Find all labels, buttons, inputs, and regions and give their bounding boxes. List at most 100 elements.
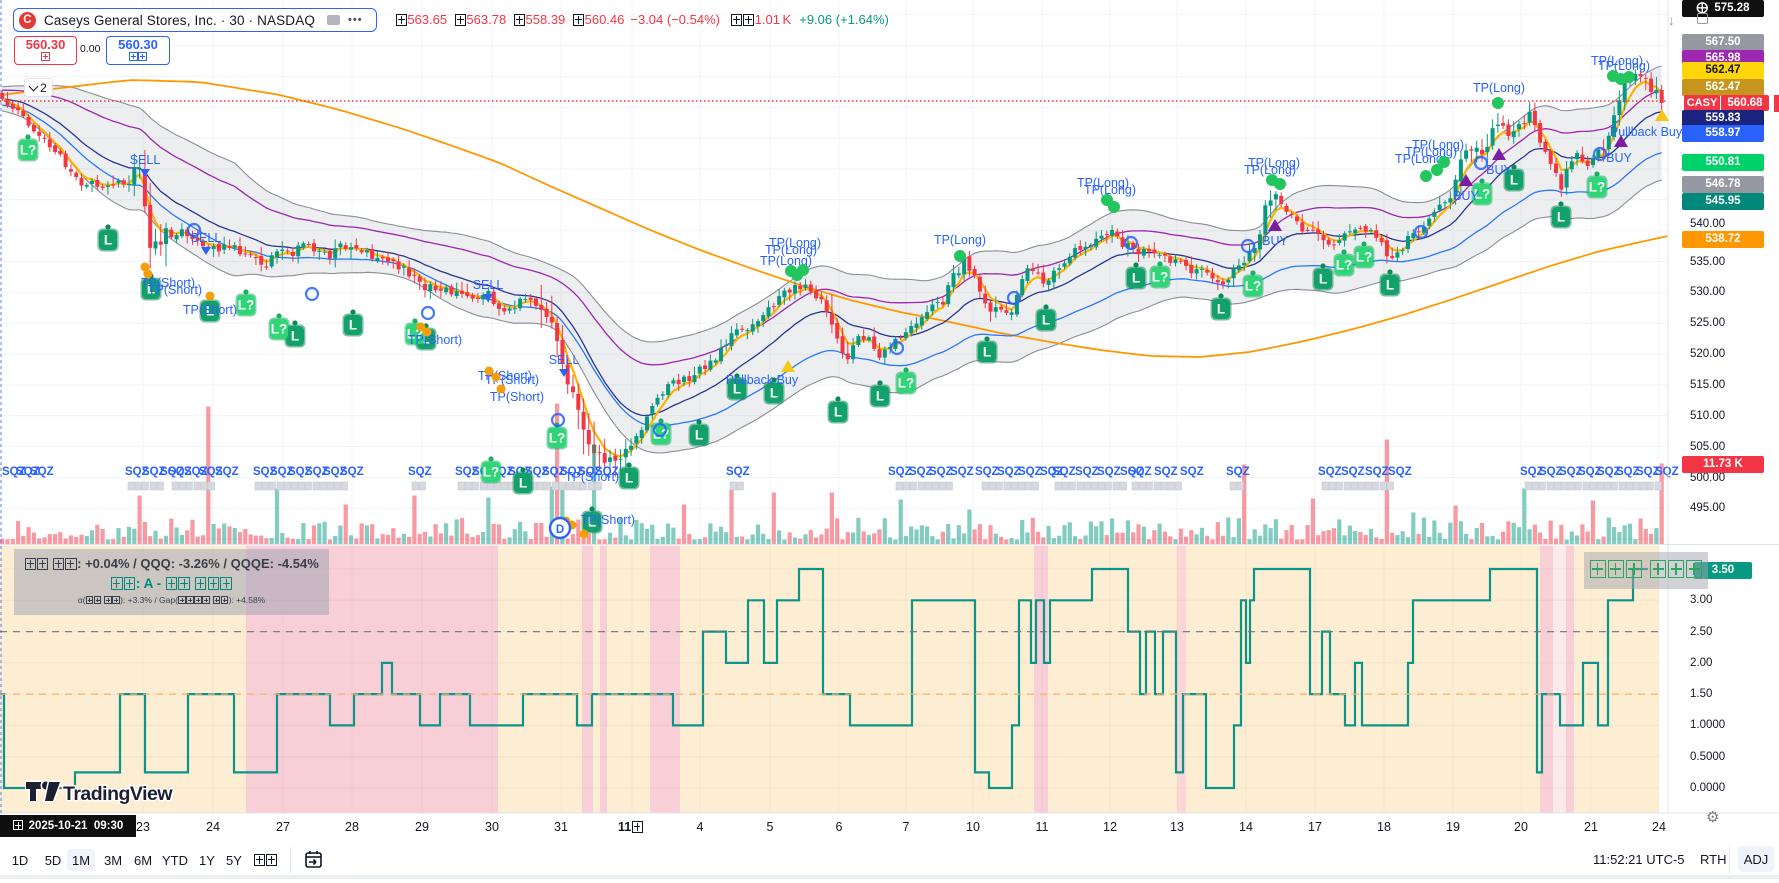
svg-text:SQZ: SQZ (1097, 466, 1121, 478)
svg-text:SQZ: SQZ (305, 466, 329, 478)
svg-text:SELL: SELL (473, 278, 504, 292)
svg-text:L?: L? (20, 143, 37, 158)
svg-text:SQZ: SQZ (997, 466, 1021, 478)
svg-text:SQZ: SQZ (215, 466, 239, 478)
svg-text:L?: L? (898, 376, 915, 391)
svg-text:D: D (556, 524, 564, 536)
svg-text:SQZ: SQZ (288, 466, 312, 478)
svg-text:L: L (1319, 272, 1327, 287)
svg-text:SQZ: SQZ (975, 466, 999, 478)
svg-text:L: L (349, 318, 357, 333)
svg-text:L?: L? (1474, 187, 1491, 202)
svg-text:L?: L? (1152, 270, 1169, 285)
svg-text:L: L (770, 386, 778, 401)
svg-text:SQZ: SQZ (929, 466, 953, 478)
svg-text:SQZ: SQZ (2, 466, 26, 478)
svg-text:SQZ: SQZ (1655, 466, 1679, 478)
svg-text:L: L (733, 382, 741, 397)
svg-text:L?: L? (1356, 250, 1373, 265)
svg-text:TP(Long): TP(Long) (1395, 152, 1447, 166)
svg-text:TP(Long): TP(Long) (1248, 156, 1300, 170)
svg-text:SQZ: SQZ (1341, 466, 1365, 478)
svg-text:SQZ: SQZ (1559, 466, 1583, 478)
svg-text:L: L (983, 345, 991, 360)
svg-text:SQZ: SQZ (1120, 466, 1144, 478)
svg-text:SQZ: SQZ (578, 466, 602, 478)
svg-text:L?: L? (271, 322, 288, 337)
svg-text:SQZ: SQZ (270, 466, 294, 478)
svg-text:TP(Long): TP(Long) (1084, 183, 1136, 197)
svg-text:TP(Long): TP(Long) (1244, 163, 1296, 177)
svg-text:SQZ: SQZ (888, 466, 912, 478)
svg-text:SQZ: SQZ (1052, 466, 1076, 478)
svg-text:BUY: BUY (1486, 163, 1512, 177)
svg-text:SQZ: SQZ (30, 466, 54, 478)
svg-text:SQZ: SQZ (1018, 466, 1042, 478)
svg-text:SQZ: SQZ (1154, 466, 1178, 478)
svg-text:TP(Short): TP(Short) (183, 303, 237, 317)
svg-text:SQZ: SQZ (542, 466, 566, 478)
svg-text:SQZ: SQZ (142, 466, 166, 478)
svg-text:TP(Short): TP(Short) (141, 276, 195, 290)
svg-text:SQZ: SQZ (909, 466, 933, 478)
svg-text:SQZ: SQZ (560, 466, 584, 478)
svg-text:TP(Short): TP(Short) (581, 513, 635, 527)
svg-text:L: L (147, 282, 155, 297)
svg-text:TP(Long): TP(Long) (765, 243, 817, 257)
svg-text:TP(Long): TP(Long) (1405, 145, 1457, 159)
svg-text:SQZ: SQZ (1075, 466, 1099, 478)
svg-text:TP(Short): TP(Short) (408, 333, 462, 347)
svg-text:SQZ: SQZ (1128, 466, 1152, 478)
svg-text:TP(Short): TP(Short) (148, 283, 202, 297)
svg-text:L: L (1132, 271, 1140, 286)
svg-text:L?: L? (1245, 279, 1262, 294)
svg-text:L: L (291, 329, 299, 344)
svg-text:L: L (519, 476, 527, 491)
svg-text:L?: L? (549, 431, 566, 446)
svg-text:SQZ: SQZ (726, 466, 750, 478)
svg-text:L?: L? (483, 465, 500, 480)
svg-text:BUY: BUY (1262, 234, 1288, 248)
svg-text:L: L (104, 233, 112, 248)
svg-text:L: L (876, 389, 884, 404)
svg-text:L?: L? (1336, 258, 1353, 273)
svg-text:SQZ: SQZ (1616, 466, 1640, 478)
svg-text:SQZ: SQZ (1180, 466, 1204, 478)
svg-text:L: L (834, 405, 842, 420)
svg-text:SQZ: SQZ (253, 466, 277, 478)
svg-text:L: L (1217, 302, 1225, 317)
svg-text:SQZ: SQZ (1520, 466, 1544, 478)
svg-text:SQZ: SQZ (199, 466, 223, 478)
svg-text:L: L (422, 332, 430, 347)
svg-text:SQZ: SQZ (1597, 466, 1621, 478)
svg-text:TradingView: TradingView (63, 783, 173, 805)
svg-text:SELL: SELL (191, 231, 222, 245)
svg-text:BUY: BUY (1606, 151, 1632, 165)
svg-text:L: L (625, 471, 633, 486)
svg-text:SQZ: SQZ (340, 466, 364, 478)
svg-text:SQZ: SQZ (160, 466, 184, 478)
svg-text:SQZ: SQZ (168, 466, 192, 478)
svg-text:SELL: SELL (130, 153, 161, 167)
svg-text:L: L (1510, 173, 1518, 188)
svg-text:SQZ: SQZ (1539, 466, 1563, 478)
svg-text:TP(Long): TP(Long) (769, 236, 821, 250)
svg-text:TP(Long): TP(Long) (1473, 81, 1525, 95)
svg-text:L: L (1386, 278, 1394, 293)
svg-text:L?: L? (238, 298, 255, 313)
svg-text:Pullback Buy: Pullback Buy (726, 373, 799, 387)
svg-text:SQZ: SQZ (455, 466, 479, 478)
svg-text:SQZ: SQZ (408, 466, 432, 478)
svg-text:Pullback Buy: Pullback Buy (1610, 125, 1683, 139)
svg-text:L: L (1557, 210, 1565, 225)
svg-text:SQZ: SQZ (125, 466, 149, 478)
svg-text:L: L (695, 428, 703, 443)
svg-text:L?: L? (1589, 180, 1606, 195)
svg-text:TP(Long): TP(Long) (1077, 176, 1129, 190)
svg-text:L: L (588, 515, 596, 530)
svg-text:SQZ: SQZ (1365, 466, 1389, 478)
svg-text:BUY: BUY (1453, 189, 1479, 203)
svg-text:SQZ: SQZ (323, 466, 347, 478)
svg-text:SQZ: SQZ (1578, 466, 1602, 478)
svg-text:TP(Short): TP(Short) (565, 470, 619, 484)
